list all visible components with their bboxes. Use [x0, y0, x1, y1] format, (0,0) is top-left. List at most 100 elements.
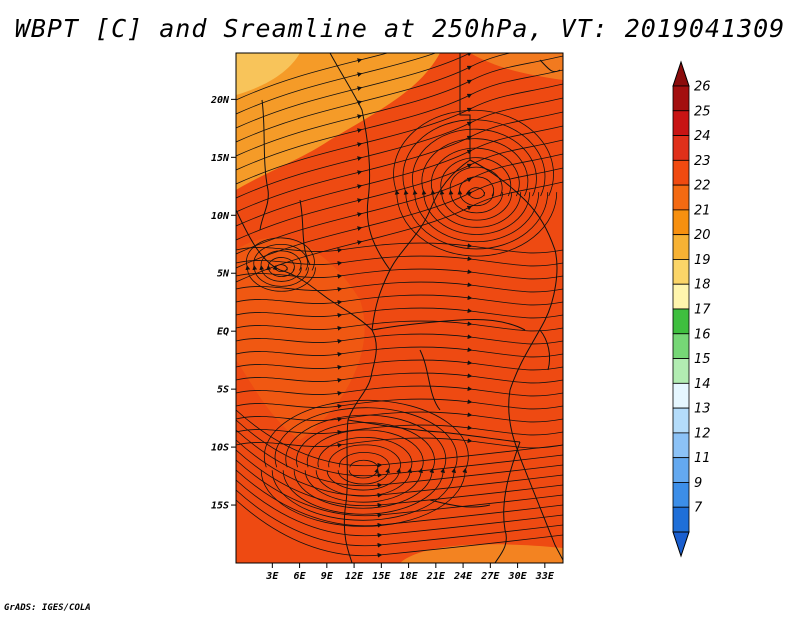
colorbar-swatch — [672, 209, 690, 236]
grads-credit: GrADS: IGES/COLA — [4, 603, 91, 613]
colorbar-label: 16 — [694, 327, 711, 342]
streamline — [402, 119, 549, 250]
streamline — [457, 176, 495, 207]
colorbar-label: 25 — [694, 104, 711, 119]
streamline — [236, 181, 563, 283]
streamline — [236, 242, 563, 254]
streamline — [259, 250, 302, 282]
colorbar-label: 7 — [694, 501, 703, 516]
colorbar-label: 23 — [694, 154, 711, 169]
colorbar-swatch — [672, 482, 690, 508]
streamline — [430, 147, 522, 228]
streamline — [236, 479, 563, 538]
streamline — [282, 414, 447, 515]
colorbar-swatch — [672, 234, 690, 260]
lon-tick-label: 21E — [426, 571, 446, 582]
colorbar-label: 17 — [694, 303, 711, 318]
streamline — [448, 166, 504, 214]
colorbar-label: 21 — [694, 203, 711, 218]
longitude-axis: 3E 6E 9E 12E 15E 18E 21E 24E 27E 30E 33E — [265, 563, 555, 582]
colorbar-swatch — [672, 110, 690, 136]
lat-tick-label: 15N — [211, 153, 230, 164]
streamline — [266, 257, 295, 277]
colorbar-bottom-cap — [672, 531, 690, 558]
colorbar-swatch — [672, 457, 690, 483]
lon-tick-label: 18E — [400, 571, 419, 582]
colorbar-label: 9 — [694, 476, 702, 491]
streamline — [236, 489, 563, 548]
country-borders — [236, 53, 563, 563]
colorbar-swatch — [672, 85, 690, 112]
streamline — [236, 53, 473, 101]
streamline — [304, 429, 424, 503]
streamlines — [236, 53, 563, 558]
streamline — [236, 294, 563, 306]
colorbar-label: 24 — [694, 129, 711, 144]
colorbar-swatch — [672, 159, 690, 186]
streamline — [260, 399, 469, 527]
streamline — [236, 419, 563, 478]
lat-tick-label: EQ — [217, 327, 229, 338]
colorbar-label: 11 — [694, 451, 711, 466]
page-title: WBPT [C] and Sreamline at 250hPa, VT: 20… — [14, 14, 786, 43]
colorbar-label: 15 — [694, 352, 711, 367]
colorbar-swatch — [672, 407, 690, 434]
colorbar: 26 25 24 23 22 21 20 19 18 17 16 15 14 13 12 11 9 7 — [672, 60, 711, 558]
colorbar-swatch — [672, 283, 690, 310]
colorbar-swatch — [672, 333, 690, 359]
colorbar-swatch — [672, 506, 690, 533]
colorbar-label: 26 — [694, 80, 711, 95]
lat-tick-label: 10S — [211, 443, 229, 454]
lat-tick-label: 15S — [211, 501, 229, 512]
colorbar-label: 18 — [694, 278, 711, 293]
colorbar-top-cap — [672, 60, 690, 87]
streamline — [236, 439, 563, 498]
streamline — [245, 237, 316, 292]
map-frame — [235, 52, 564, 564]
streamline — [236, 268, 563, 280]
colorbar-swatch — [672, 135, 690, 161]
colorbar-label: 22 — [694, 179, 711, 194]
colorbar-label: 20 — [694, 228, 711, 243]
streamline — [236, 346, 563, 358]
lon-tick-label: 27E — [480, 571, 500, 582]
streamline — [236, 372, 563, 384]
streamline — [236, 411, 563, 423]
streamline — [236, 333, 563, 345]
colorbar-label: 14 — [694, 377, 711, 392]
lon-tick-label: 24E — [453, 571, 473, 582]
lon-tick-label: 30E — [508, 571, 528, 582]
streamline — [393, 109, 558, 257]
colorbar-swatch — [672, 432, 690, 459]
lon-tick-label: 9E — [321, 571, 334, 582]
streamline — [271, 407, 458, 521]
colorbar-swatch — [672, 382, 690, 409]
colorbar-label: 19 — [694, 253, 711, 268]
map-panel — [235, 52, 564, 564]
streamline — [412, 128, 540, 243]
streamline — [236, 409, 563, 468]
lon-tick-label: 6E — [294, 571, 307, 582]
lat-tick-label: 5S — [217, 385, 229, 396]
wbpt-cool-band-ne — [470, 53, 563, 80]
streamline — [236, 398, 563, 410]
lat-tick-label: 5N — [217, 269, 230, 280]
streamline — [236, 320, 563, 332]
streamline — [236, 449, 563, 508]
latitude-axis: 20N 15N 10N 5N EQ 5S 10S 15S — [210, 95, 236, 512]
streamline — [337, 451, 390, 485]
streamline — [236, 385, 563, 397]
colorbar-label: 12 — [694, 426, 711, 441]
streamline — [236, 459, 563, 518]
wbpt-coolest-corner — [236, 53, 300, 95]
lon-tick-label: 3E — [265, 571, 279, 582]
streamline — [315, 437, 413, 497]
streamline — [236, 437, 563, 449]
streamline — [236, 429, 563, 488]
streamline — [252, 243, 309, 287]
streamline — [236, 255, 563, 267]
lon-tick-label: 33E — [535, 571, 555, 582]
lon-tick-label: 15E — [372, 571, 391, 582]
lat-tick-label: 10N — [211, 211, 230, 222]
